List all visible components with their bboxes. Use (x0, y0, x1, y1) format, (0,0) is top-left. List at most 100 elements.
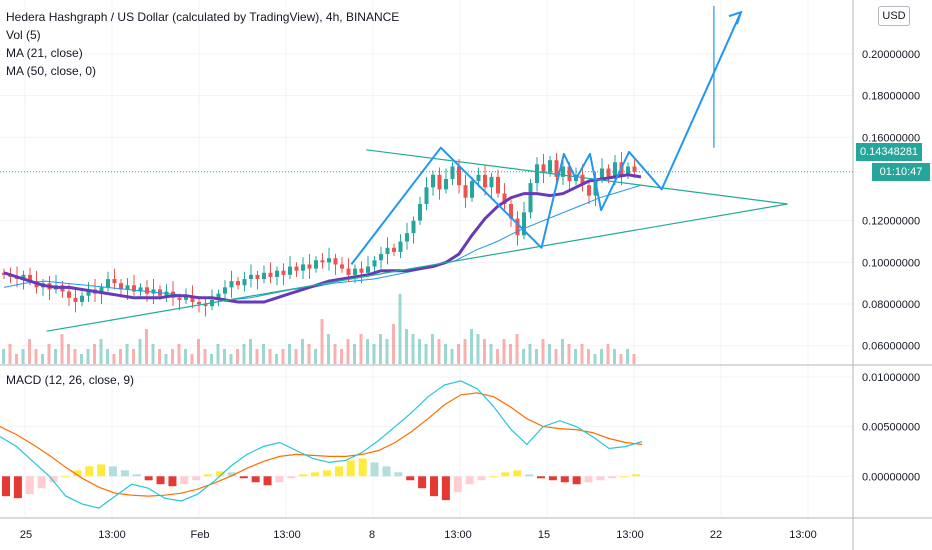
volume-bar (359, 334, 363, 364)
macd-histogram-bar (37, 476, 46, 489)
volume-bar (119, 349, 122, 364)
candle-body (203, 304, 208, 307)
candle-body (151, 289, 156, 294)
time-axis-label: 15 (538, 529, 550, 541)
ma21-line (3, 173, 642, 304)
macd-histogram-bar (49, 476, 58, 483)
time-axis-label: 13:00 (616, 529, 644, 541)
macd-histogram-bar (394, 472, 403, 477)
candle-body (190, 295, 195, 302)
candle-body (333, 258, 338, 265)
candle-body (613, 162, 617, 177)
projection-path (350, 11, 742, 266)
candle-body (320, 260, 325, 263)
candle-body (476, 174, 481, 182)
currency-button[interactable]: USD (878, 6, 910, 26)
volume-bar (294, 349, 298, 364)
volume-bar (535, 349, 538, 364)
candle-body (444, 178, 448, 190)
study-ma21-label[interactable]: MA (21, close) (6, 46, 83, 60)
macd-histogram-bar (204, 474, 213, 477)
volume-bar (470, 329, 473, 364)
volume-bar (106, 349, 109, 364)
volume-bar (528, 344, 532, 364)
macd-histogram-bar (501, 472, 510, 477)
volume-bar (372, 344, 376, 364)
candle-body (353, 268, 357, 275)
candle-body (145, 287, 149, 294)
volume-bar (132, 349, 135, 364)
volume-bar (145, 329, 148, 364)
candle-body (580, 174, 585, 186)
candle-body (626, 166, 630, 175)
volume-bar (268, 349, 272, 364)
volume-bar (242, 344, 246, 364)
symbol-title: Hedera Hashgraph / US Dollar (calculated… (6, 10, 400, 24)
time-axis-label: 13:00 (444, 529, 472, 541)
macd-histogram-bar (596, 476, 605, 481)
price-axis-label: 0.06000000 (862, 341, 920, 353)
volume-bar (418, 339, 421, 364)
price-axis-label: 0.16000000 (862, 132, 920, 144)
volume-bar (86, 349, 90, 364)
macd-axis-label: 0.00000000 (862, 471, 920, 483)
volume-bar (288, 344, 291, 364)
candle-body (496, 176, 500, 194)
volume-bar (197, 339, 200, 364)
volume-bar (216, 344, 220, 364)
candle-body (86, 289, 91, 296)
time-axis-label: 22 (710, 529, 722, 541)
grid (0, 0, 853, 518)
candle-body (28, 274, 32, 282)
volume-bar (151, 344, 155, 364)
volume-bar (2, 349, 5, 364)
candle-body (314, 260, 318, 269)
candle-body (288, 266, 292, 275)
volume-bar (613, 349, 616, 364)
candle-body (21, 274, 26, 280)
macd-histogram-bar (477, 476, 486, 481)
macd-histogram-bar (144, 476, 153, 481)
candle-body (112, 279, 117, 284)
macd-signal-line (0, 392, 643, 497)
candle-body (255, 274, 260, 280)
volume-bar (437, 339, 441, 364)
macd-histogram-bar (584, 476, 593, 483)
time-axis-label: Feb (191, 529, 210, 541)
macd-histogram-bar (358, 458, 367, 477)
study-ma50-label[interactable]: MA (50, close, 0) (6, 64, 97, 78)
volume-bar (281, 349, 285, 364)
volume-bar (73, 349, 77, 364)
candle-body (522, 212, 526, 236)
volume-bar (398, 294, 402, 364)
volume-bar (522, 349, 525, 364)
candle-body (67, 291, 71, 298)
candle-body (216, 293, 221, 300)
volume-bar (138, 339, 142, 364)
volume-bar (489, 344, 493, 364)
candle-body (470, 181, 474, 198)
macd-histogram-bar (168, 476, 177, 487)
volume-bar (60, 334, 64, 364)
macd-histogram-bar (61, 476, 70, 478)
time-axis-label: 8 (369, 529, 375, 541)
candle-body (106, 279, 110, 288)
candle-body (509, 203, 513, 219)
volume-bar (509, 344, 512, 364)
macd-histogram-bar (334, 466, 343, 477)
candle-body (197, 301, 201, 305)
candle-body (125, 285, 130, 290)
volume-bar (457, 344, 460, 364)
volume-bar (249, 339, 252, 364)
volume-bar (600, 349, 603, 364)
time-axis-label: 25 (20, 529, 32, 541)
volume-bar (158, 349, 161, 364)
ma50-line (3, 184, 642, 301)
time-axis-label: 13:00 (789, 529, 817, 541)
volume-bar (619, 354, 623, 364)
macd-pane-label[interactable]: MACD (12, 26, close, 9) (6, 373, 135, 387)
macd-histogram-bar (216, 471, 224, 477)
candle-body (346, 268, 351, 275)
study-vol-label[interactable]: Vol (5) (6, 28, 41, 42)
